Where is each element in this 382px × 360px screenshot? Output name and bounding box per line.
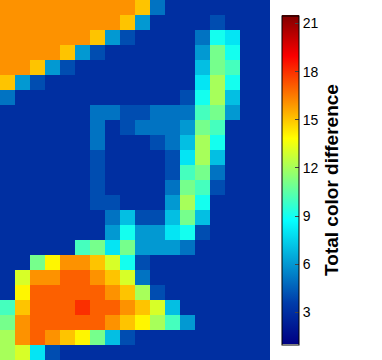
svg-text:6: 6 [303,256,311,272]
svg-text:18: 18 [303,64,319,80]
svg-text:12: 12 [303,160,319,176]
svg-text:21: 21 [303,15,319,31]
svg-text:3: 3 [303,304,311,320]
svg-text:Total color difference: Total color difference [321,84,342,276]
svg-text:9: 9 [303,208,311,224]
svg-text:15: 15 [303,112,319,128]
